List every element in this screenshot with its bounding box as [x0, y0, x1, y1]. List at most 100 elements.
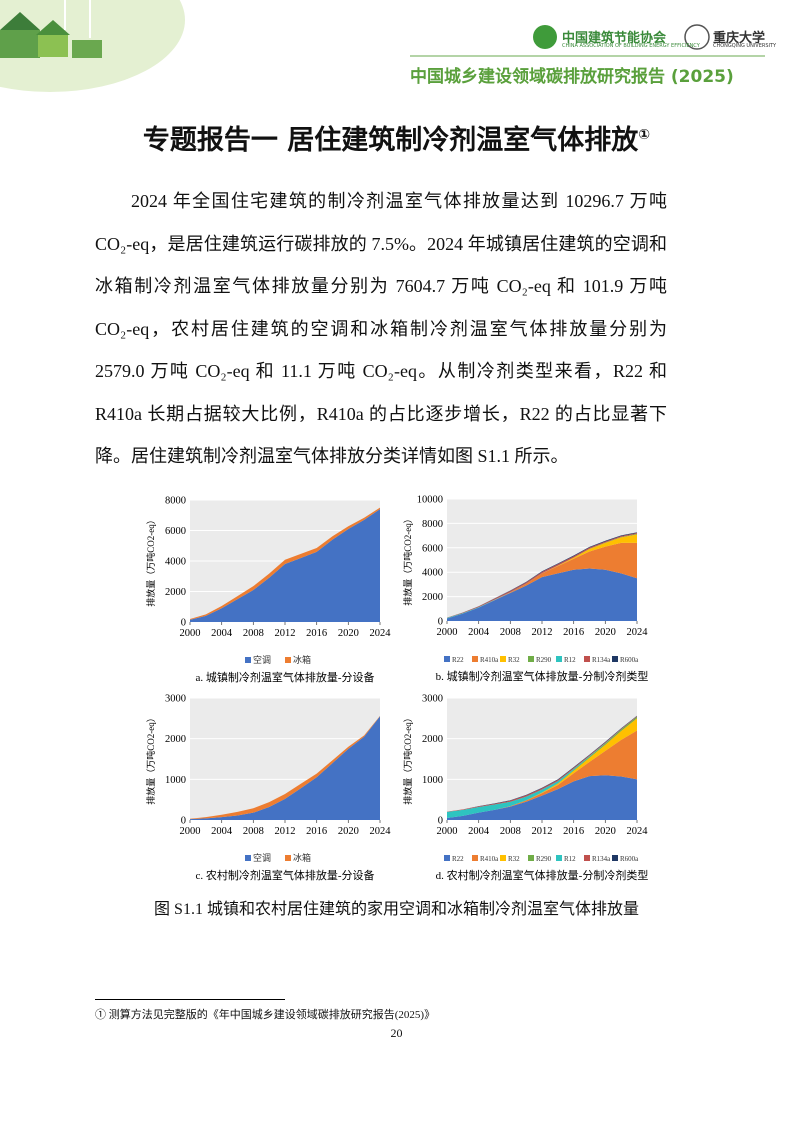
legend-swatch [612, 656, 618, 662]
legend-swatch [584, 656, 590, 662]
x-tick-label: 2000 [437, 627, 458, 638]
university-name: 重庆大学 [713, 31, 766, 46]
y-tick-label: 10000 [417, 495, 443, 506]
y-tick-label: 2000 [165, 734, 186, 745]
y-tick-label: 3000 [422, 694, 443, 705]
x-tick-label: 2008 [500, 826, 521, 837]
y-axis-label: 排放量（万吨CO2-eq） [402, 514, 413, 606]
legend-swatch [472, 855, 478, 861]
legend-swatch [500, 855, 506, 861]
y-tick-label: 6000 [422, 543, 443, 554]
y-tick-label: 2000 [422, 592, 443, 603]
x-tick-label: 2000 [437, 826, 458, 837]
legend-label: R12 [564, 656, 576, 664]
x-tick-label: 2004 [211, 826, 233, 837]
title-note: ① [638, 127, 651, 143]
paragraph: 2024 年全国住宅建筑的制冷剂温室气体排放量达到 10296.7 万吨 CO₂… [95, 191, 667, 466]
y-tick-label: 0 [438, 816, 443, 827]
y-tick-label: 8000 [165, 496, 186, 507]
x-tick-label: 2024 [627, 627, 649, 638]
x-tick-label: 2004 [468, 627, 490, 638]
area [190, 509, 380, 622]
x-tick-label: 2016 [306, 628, 327, 639]
x-tick-label: 2016 [563, 627, 584, 638]
x-tick-label: 2016 [306, 826, 327, 837]
x-tick-label: 2020 [338, 628, 359, 639]
footnote-rule [95, 999, 285, 1000]
y-tick-label: 2000 [422, 734, 443, 745]
legend-label: 冰箱 [293, 852, 311, 863]
legend-label: R32 [508, 855, 520, 863]
chart-caption: b. 城镇制冷剂温室气体排放量-分制冷剂类型 [436, 669, 649, 683]
legend-swatch [500, 656, 506, 662]
legend-swatch [528, 855, 534, 861]
area [447, 568, 637, 621]
legend-swatch [285, 855, 291, 861]
legend-swatch [245, 657, 251, 663]
chart-caption: c. 农村制冷剂温室气体排放量-分设备 [195, 868, 374, 882]
legend-swatch [584, 855, 590, 861]
x-tick-label: 2024 [627, 826, 649, 837]
y-tick-label: 8000 [422, 519, 443, 530]
y-tick-label: 2000 [165, 587, 186, 598]
area [447, 534, 637, 619]
x-tick-label: 2008 [243, 826, 264, 837]
x-tick-label: 2016 [563, 826, 584, 837]
x-tick-label: 2012 [532, 627, 553, 638]
legend-label: R32 [508, 656, 520, 664]
x-tick-label: 2020 [595, 826, 616, 837]
legend-swatch [245, 855, 251, 861]
area [447, 542, 637, 619]
university-name-en: CHONGQING UNIVERSITY [713, 43, 777, 49]
chart: 0 1000 2000 3000 2000 2004 2008 2012 2016 2020 202… [402, 694, 649, 883]
header-art [0, 0, 765, 92]
legend-label: 空调 [253, 654, 271, 665]
x-tick-label: 2008 [500, 627, 521, 638]
y-tick-label: 1000 [422, 775, 443, 786]
legend-label: R134a [592, 855, 611, 863]
report-title: 中国城乡建设领域碳排放研究报告 (2025) [410, 67, 734, 87]
x-tick-label: 2012 [532, 826, 553, 837]
legend-label: R600a [620, 855, 639, 863]
legend-swatch [444, 855, 450, 861]
x-tick-label: 2024 [370, 826, 392, 837]
chart-caption: a. 城镇制冷剂温室气体排放量-分设备 [195, 670, 374, 684]
x-tick-label: 2020 [338, 826, 359, 837]
area [447, 730, 637, 818]
legend-label: R22 [452, 855, 464, 863]
legend-label: R290 [536, 855, 552, 863]
figure-caption: 图 S1.1 城镇和农村居住建筑的家用空调和冰箱制冷剂温室气体排放量 [154, 901, 639, 918]
footnote: ① 测算方法见完整版的《年中国城乡建设领域碳排放研究报告(2025)》 [95, 1009, 436, 1021]
legend-label: R410a [480, 656, 499, 664]
legend-label: R410a [480, 855, 499, 863]
area [447, 775, 637, 820]
legend-swatch [612, 855, 618, 861]
x-tick-label: 2004 [468, 826, 490, 837]
org-name-en: CHINA ASSOCIATION OF BUILDING ENERGY EFF… [562, 43, 700, 49]
x-tick-label: 2024 [370, 628, 392, 639]
legend-label: R134a [592, 656, 611, 664]
x-tick-label: 2000 [180, 826, 201, 837]
x-tick-label: 2020 [595, 627, 616, 638]
title: 专题报告一 居住建筑制冷剂温室气体排放 [142, 125, 639, 156]
x-tick-label: 2008 [243, 628, 264, 639]
legend-label: R600a [620, 656, 639, 664]
x-tick-label: 2012 [275, 826, 296, 837]
y-tick-label: 0 [181, 618, 186, 629]
title-wrap: 专题报告一 居住建筑制冷剂温室气体排放① [0, 118, 793, 157]
x-tick-label: 2012 [275, 628, 296, 639]
page-number: 20 [390, 1026, 403, 1040]
area [190, 715, 380, 820]
y-tick-label: 1000 [165, 775, 186, 786]
legend-label: 空调 [253, 852, 271, 863]
x-tick-label: 2004 [211, 628, 233, 639]
y-axis-label: 排放量（万吨CO2-eq） [145, 515, 156, 607]
x-tick-label: 2000 [180, 628, 201, 639]
y-tick-label: 0 [181, 816, 186, 827]
legend-label: R12 [564, 855, 576, 863]
y-axis-label: 排放量（万吨CO2-eq） [402, 713, 413, 805]
y-axis-label: 排放量（万吨CO2-eq） [145, 713, 156, 805]
org-name: 中国建筑节能协会 [562, 31, 667, 46]
